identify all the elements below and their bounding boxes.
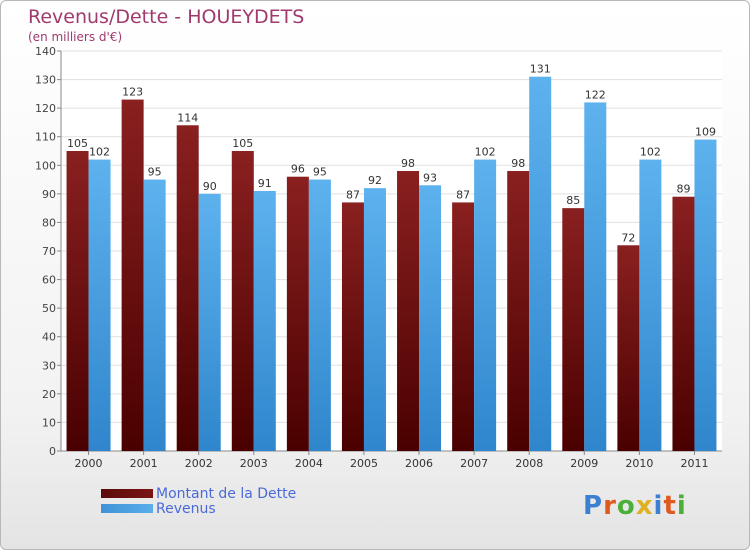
y-tick-label: 70 [42, 245, 56, 258]
bar-revenue [363, 188, 386, 451]
data-label-debt: 98 [401, 157, 415, 170]
bar-debt [452, 202, 475, 451]
bar-revenue [529, 76, 552, 451]
y-tick-label: 0 [49, 445, 56, 458]
bar-revenue [419, 185, 442, 452]
x-tick-label: 2005 [350, 457, 378, 470]
y-tick-label: 40 [42, 331, 56, 344]
data-label-revenue: 91 [258, 177, 272, 190]
bar-revenue [308, 179, 331, 452]
proxiti-logo: Proxiti [583, 491, 687, 521]
data-label-debt: 87 [346, 188, 360, 201]
bar-revenue [143, 179, 166, 452]
legend-label-revenue: Revenus [156, 501, 216, 517]
bar-debt [672, 196, 695, 451]
data-label-debt: 123 [122, 86, 143, 99]
data-label-revenue: 95 [313, 166, 327, 179]
bar-revenue [639, 159, 662, 452]
bar-debt [231, 151, 254, 451]
x-tick-label: 2009 [570, 457, 598, 470]
logo-letter: P [583, 491, 604, 521]
x-tick-label: 2002 [185, 457, 213, 470]
data-label-debt: 87 [456, 188, 470, 201]
y-tick-label: 80 [42, 216, 56, 229]
legend-swatch-revenue [101, 504, 153, 513]
data-label-debt: 98 [511, 157, 525, 170]
x-tick-label: 2000 [75, 457, 103, 470]
y-tick-label: 120 [35, 102, 56, 115]
bar-revenue [198, 193, 221, 451]
data-label-revenue: 109 [695, 126, 716, 139]
y-tick-label: 50 [42, 302, 56, 315]
x-tick-label: 2001 [130, 457, 158, 470]
legend-label-debt: Montant de la Dette [156, 486, 297, 502]
y-tick-label: 30 [42, 359, 56, 372]
data-label-revenue: 122 [585, 88, 606, 101]
chart-title: Revenus/Dette - HOUEYDETS [28, 6, 305, 28]
data-label-revenue: 102 [640, 146, 661, 159]
bar-debt [507, 171, 530, 451]
logo-letter: i [653, 491, 664, 521]
data-label-debt: 114 [177, 111, 198, 124]
x-tick-label: 2008 [515, 457, 543, 470]
data-label-debt: 105 [67, 137, 88, 150]
data-label-revenue: 92 [368, 174, 382, 187]
bar-debt [617, 245, 640, 451]
y-tick-label: 10 [42, 416, 56, 429]
logo-letter: i [676, 491, 687, 521]
logo-letter: x [635, 491, 654, 521]
data-label-revenue: 102 [89, 146, 110, 159]
y-tick-label: 110 [35, 131, 56, 144]
bar-revenue [694, 139, 717, 452]
bar-revenue [88, 159, 111, 452]
y-tick-label: 60 [42, 274, 56, 287]
bar-debt [341, 202, 364, 451]
logo-letter: o [616, 491, 636, 521]
data-label-debt: 105 [232, 137, 253, 150]
y-tick-label: 140 [35, 45, 56, 58]
bar-debt [176, 125, 199, 452]
data-label-debt: 85 [566, 194, 580, 207]
data-label-revenue: 93 [423, 171, 437, 184]
bar-revenue [584, 102, 607, 451]
x-tick-label: 2010 [625, 457, 653, 470]
x-tick-label: 2007 [460, 457, 488, 470]
x-tick-label: 2011 [680, 457, 708, 470]
legend-swatch-debt [101, 489, 153, 498]
bar-revenue [253, 191, 276, 451]
y-tick-label: 130 [35, 74, 56, 87]
data-label-debt: 72 [621, 231, 635, 244]
bar-debt [286, 176, 309, 451]
x-tick-label: 2006 [405, 457, 433, 470]
bar-debt [397, 171, 420, 451]
data-label-revenue: 131 [530, 63, 551, 76]
data-label-debt: 96 [291, 163, 305, 176]
x-tick-label: 2004 [295, 457, 323, 470]
data-label-revenue: 95 [148, 166, 162, 179]
y-tick-label: 20 [42, 388, 56, 401]
chart-subtitle: (en milliers d'€) [28, 30, 123, 44]
y-tick-label: 100 [35, 159, 56, 172]
bar-debt [562, 208, 585, 451]
data-label-revenue: 90 [203, 180, 217, 193]
x-tick-label: 2003 [240, 457, 268, 470]
data-label-debt: 89 [676, 183, 690, 196]
data-label-revenue: 102 [475, 146, 496, 159]
bar-revenue [474, 159, 497, 452]
bar-debt [121, 99, 144, 452]
logo-letter: t [663, 491, 677, 521]
logo-letter: r [603, 491, 617, 521]
y-tick-label: 90 [42, 188, 56, 201]
bar-debt [66, 151, 89, 451]
